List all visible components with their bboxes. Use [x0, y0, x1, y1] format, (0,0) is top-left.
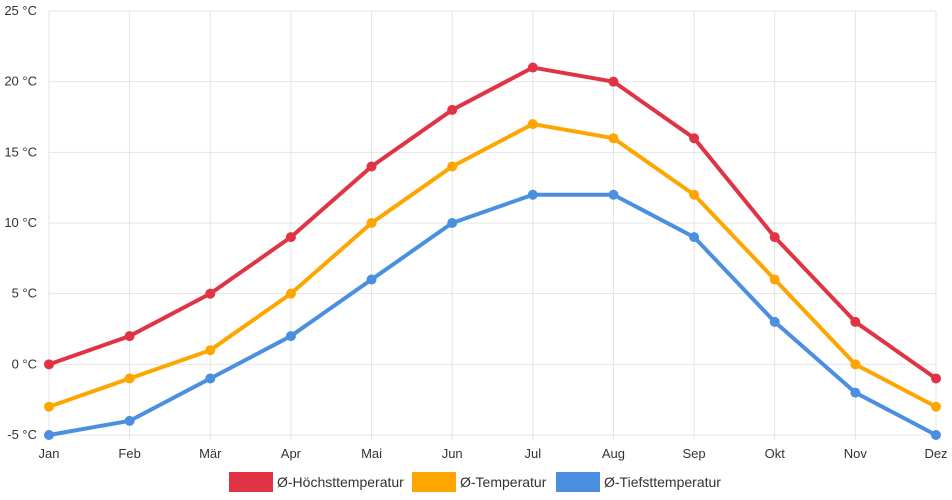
- data-point[interactable]: [850, 316, 861, 327]
- x-tick-label: Aug: [602, 446, 625, 461]
- data-point[interactable]: [447, 104, 458, 115]
- data-point[interactable]: [769, 232, 780, 243]
- y-tick-label: 0 °C: [12, 356, 37, 371]
- data-point[interactable]: [527, 119, 538, 130]
- data-point[interactable]: [769, 274, 780, 285]
- x-tick-label: Jun: [442, 446, 463, 461]
- y-tick-label: 25 °C: [4, 3, 37, 18]
- data-point[interactable]: [689, 232, 700, 243]
- data-point[interactable]: [285, 288, 296, 299]
- series-2: [44, 119, 941, 412]
- series-lines: [44, 62, 941, 440]
- x-tick-label: Mär: [199, 446, 222, 461]
- legend-label: Ø-Tiefsttemperatur: [604, 474, 721, 490]
- data-point[interactable]: [447, 161, 458, 172]
- data-point[interactable]: [931, 373, 941, 384]
- series-3: [44, 189, 941, 440]
- data-point[interactable]: [931, 401, 941, 412]
- series-1: [44, 62, 941, 384]
- data-point[interactable]: [689, 133, 700, 144]
- x-tick-label: Jan: [39, 446, 60, 461]
- data-point[interactable]: [608, 189, 619, 200]
- data-point[interactable]: [205, 288, 216, 299]
- data-point[interactable]: [44, 359, 54, 370]
- data-point[interactable]: [608, 76, 619, 87]
- series-line: [47, 192, 938, 437]
- data-point[interactable]: [124, 415, 135, 426]
- legend-label: Ø-Temperatur: [460, 474, 547, 490]
- legend-label: Ø-Höchsttemperatur: [277, 474, 404, 490]
- data-point[interactable]: [124, 373, 135, 384]
- series-line: [47, 122, 938, 409]
- data-point[interactable]: [44, 401, 54, 412]
- y-tick-label: 5 °C: [12, 286, 37, 301]
- legend-item-3[interactable]: Ø-Tiefsttemperatur: [556, 472, 721, 492]
- x-tick-label: Mai: [361, 446, 382, 461]
- legend-swatch: [412, 472, 456, 492]
- data-point[interactable]: [850, 359, 861, 370]
- series-line: [47, 65, 938, 381]
- data-point[interactable]: [850, 387, 861, 398]
- y-tick-label: -5 °C: [7, 427, 37, 442]
- axes: -5 °C 0 °C 5 °C 10 °C 15 °C 20 °C 25 °C Jan Feb M…: [4, 3, 947, 461]
- x-tick-label: Sep: [683, 446, 706, 461]
- grid: [48, 10, 937, 440]
- data-point[interactable]: [44, 430, 54, 440]
- data-point[interactable]: [285, 331, 296, 342]
- x-tick-label: Feb: [118, 446, 140, 461]
- y-tick-label: 20 °C: [4, 74, 37, 89]
- data-point[interactable]: [124, 331, 135, 342]
- data-point[interactable]: [366, 161, 377, 172]
- data-point[interactable]: [769, 316, 780, 327]
- x-tick-label: Okt: [765, 446, 786, 461]
- data-point[interactable]: [608, 133, 619, 144]
- data-point[interactable]: [931, 430, 941, 440]
- legend-swatch: [556, 472, 600, 492]
- x-tick-label: Apr: [281, 446, 302, 461]
- legend-item-2[interactable]: Ø-Temperatur: [412, 472, 547, 492]
- x-tick-label: Nov: [844, 446, 868, 461]
- data-point[interactable]: [447, 218, 458, 228]
- legend: Ø-Höchsttemperatur Ø-Temperatur Ø-Tiefstte…: [229, 472, 721, 492]
- y-tick-label: 15 °C: [4, 144, 37, 159]
- data-point[interactable]: [527, 189, 538, 200]
- data-point[interactable]: [205, 345, 216, 356]
- y-tick-label: 10 °C: [4, 215, 37, 230]
- legend-swatch: [229, 472, 273, 492]
- data-point[interactable]: [205, 373, 216, 384]
- x-tick-label: Jul: [525, 446, 542, 461]
- data-point[interactable]: [366, 274, 377, 285]
- x-tick-label: Dez: [924, 446, 947, 461]
- data-point[interactable]: [689, 189, 700, 200]
- data-point[interactable]: [527, 62, 538, 73]
- data-point[interactable]: [285, 232, 296, 243]
- data-point[interactable]: [366, 218, 377, 228]
- legend-item-1[interactable]: Ø-Höchsttemperatur: [229, 472, 404, 492]
